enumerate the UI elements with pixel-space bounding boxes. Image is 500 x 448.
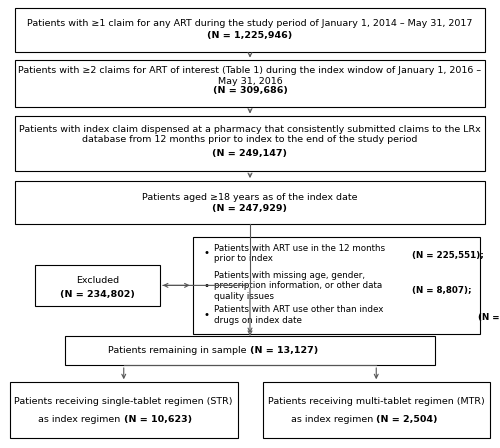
Text: as index regimen: as index regimen <box>38 415 124 424</box>
Text: Patients with ≥1 claim for any ART during the study period of January 1, 2014 – : Patients with ≥1 claim for any ART durin… <box>28 19 472 28</box>
Text: Patients with ART use in the 12 months
prior to index: Patients with ART use in the 12 months p… <box>214 244 384 263</box>
Text: Patients receiving multi-tablet regimen (MTR): Patients receiving multi-tablet regimen … <box>268 397 484 406</box>
Text: (N = 8,807);: (N = 8,807); <box>412 285 472 295</box>
Text: (N = 2,504): (N = 2,504) <box>376 415 438 424</box>
Text: as index regimen: as index regimen <box>291 415 376 424</box>
Text: •: • <box>204 310 210 320</box>
FancyBboxPatch shape <box>35 265 160 306</box>
Text: (N = 225,551);: (N = 225,551); <box>412 251 484 260</box>
Text: (N = 309,686): (N = 309,686) <box>212 86 288 95</box>
FancyBboxPatch shape <box>15 60 485 107</box>
Text: Patients receiving single-tablet regimen (STR): Patients receiving single-tablet regimen… <box>14 397 233 406</box>
Text: (N = 444): (N = 444) <box>478 313 500 322</box>
Text: Patients with ≥2 claims for ART of interest (Table 1) during the index window of: Patients with ≥2 claims for ART of inter… <box>18 66 481 86</box>
FancyBboxPatch shape <box>65 336 435 365</box>
Text: (N = 234,802): (N = 234,802) <box>60 290 135 299</box>
Text: Excluded: Excluded <box>76 276 119 284</box>
Text: (N = 247,929): (N = 247,929) <box>212 204 288 213</box>
Text: Patients with missing age, gender,
prescription information, or other data
quali: Patients with missing age, gender, presc… <box>214 271 382 301</box>
Text: Patients with ART use other than index
drugs on index date: Patients with ART use other than index d… <box>214 305 383 325</box>
Text: Patients aged ≥18 years as of the index date: Patients aged ≥18 years as of the index … <box>142 193 358 202</box>
Text: (N = 10,623): (N = 10,623) <box>124 415 192 424</box>
Text: •: • <box>204 248 210 258</box>
FancyBboxPatch shape <box>15 116 485 171</box>
Text: (N = 13,127): (N = 13,127) <box>250 346 318 355</box>
Text: (N = 249,147): (N = 249,147) <box>212 149 288 158</box>
Text: (N = 1,225,946): (N = 1,225,946) <box>208 31 292 40</box>
FancyBboxPatch shape <box>15 8 485 52</box>
Text: Patients with index claim dispensed at a pharmacy that consistently submitted cl: Patients with index claim dispensed at a… <box>19 125 481 144</box>
Text: Patients remaining in sample: Patients remaining in sample <box>108 346 250 355</box>
FancyBboxPatch shape <box>192 237 480 334</box>
FancyBboxPatch shape <box>10 382 237 438</box>
Text: •: • <box>204 280 210 291</box>
FancyBboxPatch shape <box>15 181 485 224</box>
FancyBboxPatch shape <box>262 382 490 438</box>
